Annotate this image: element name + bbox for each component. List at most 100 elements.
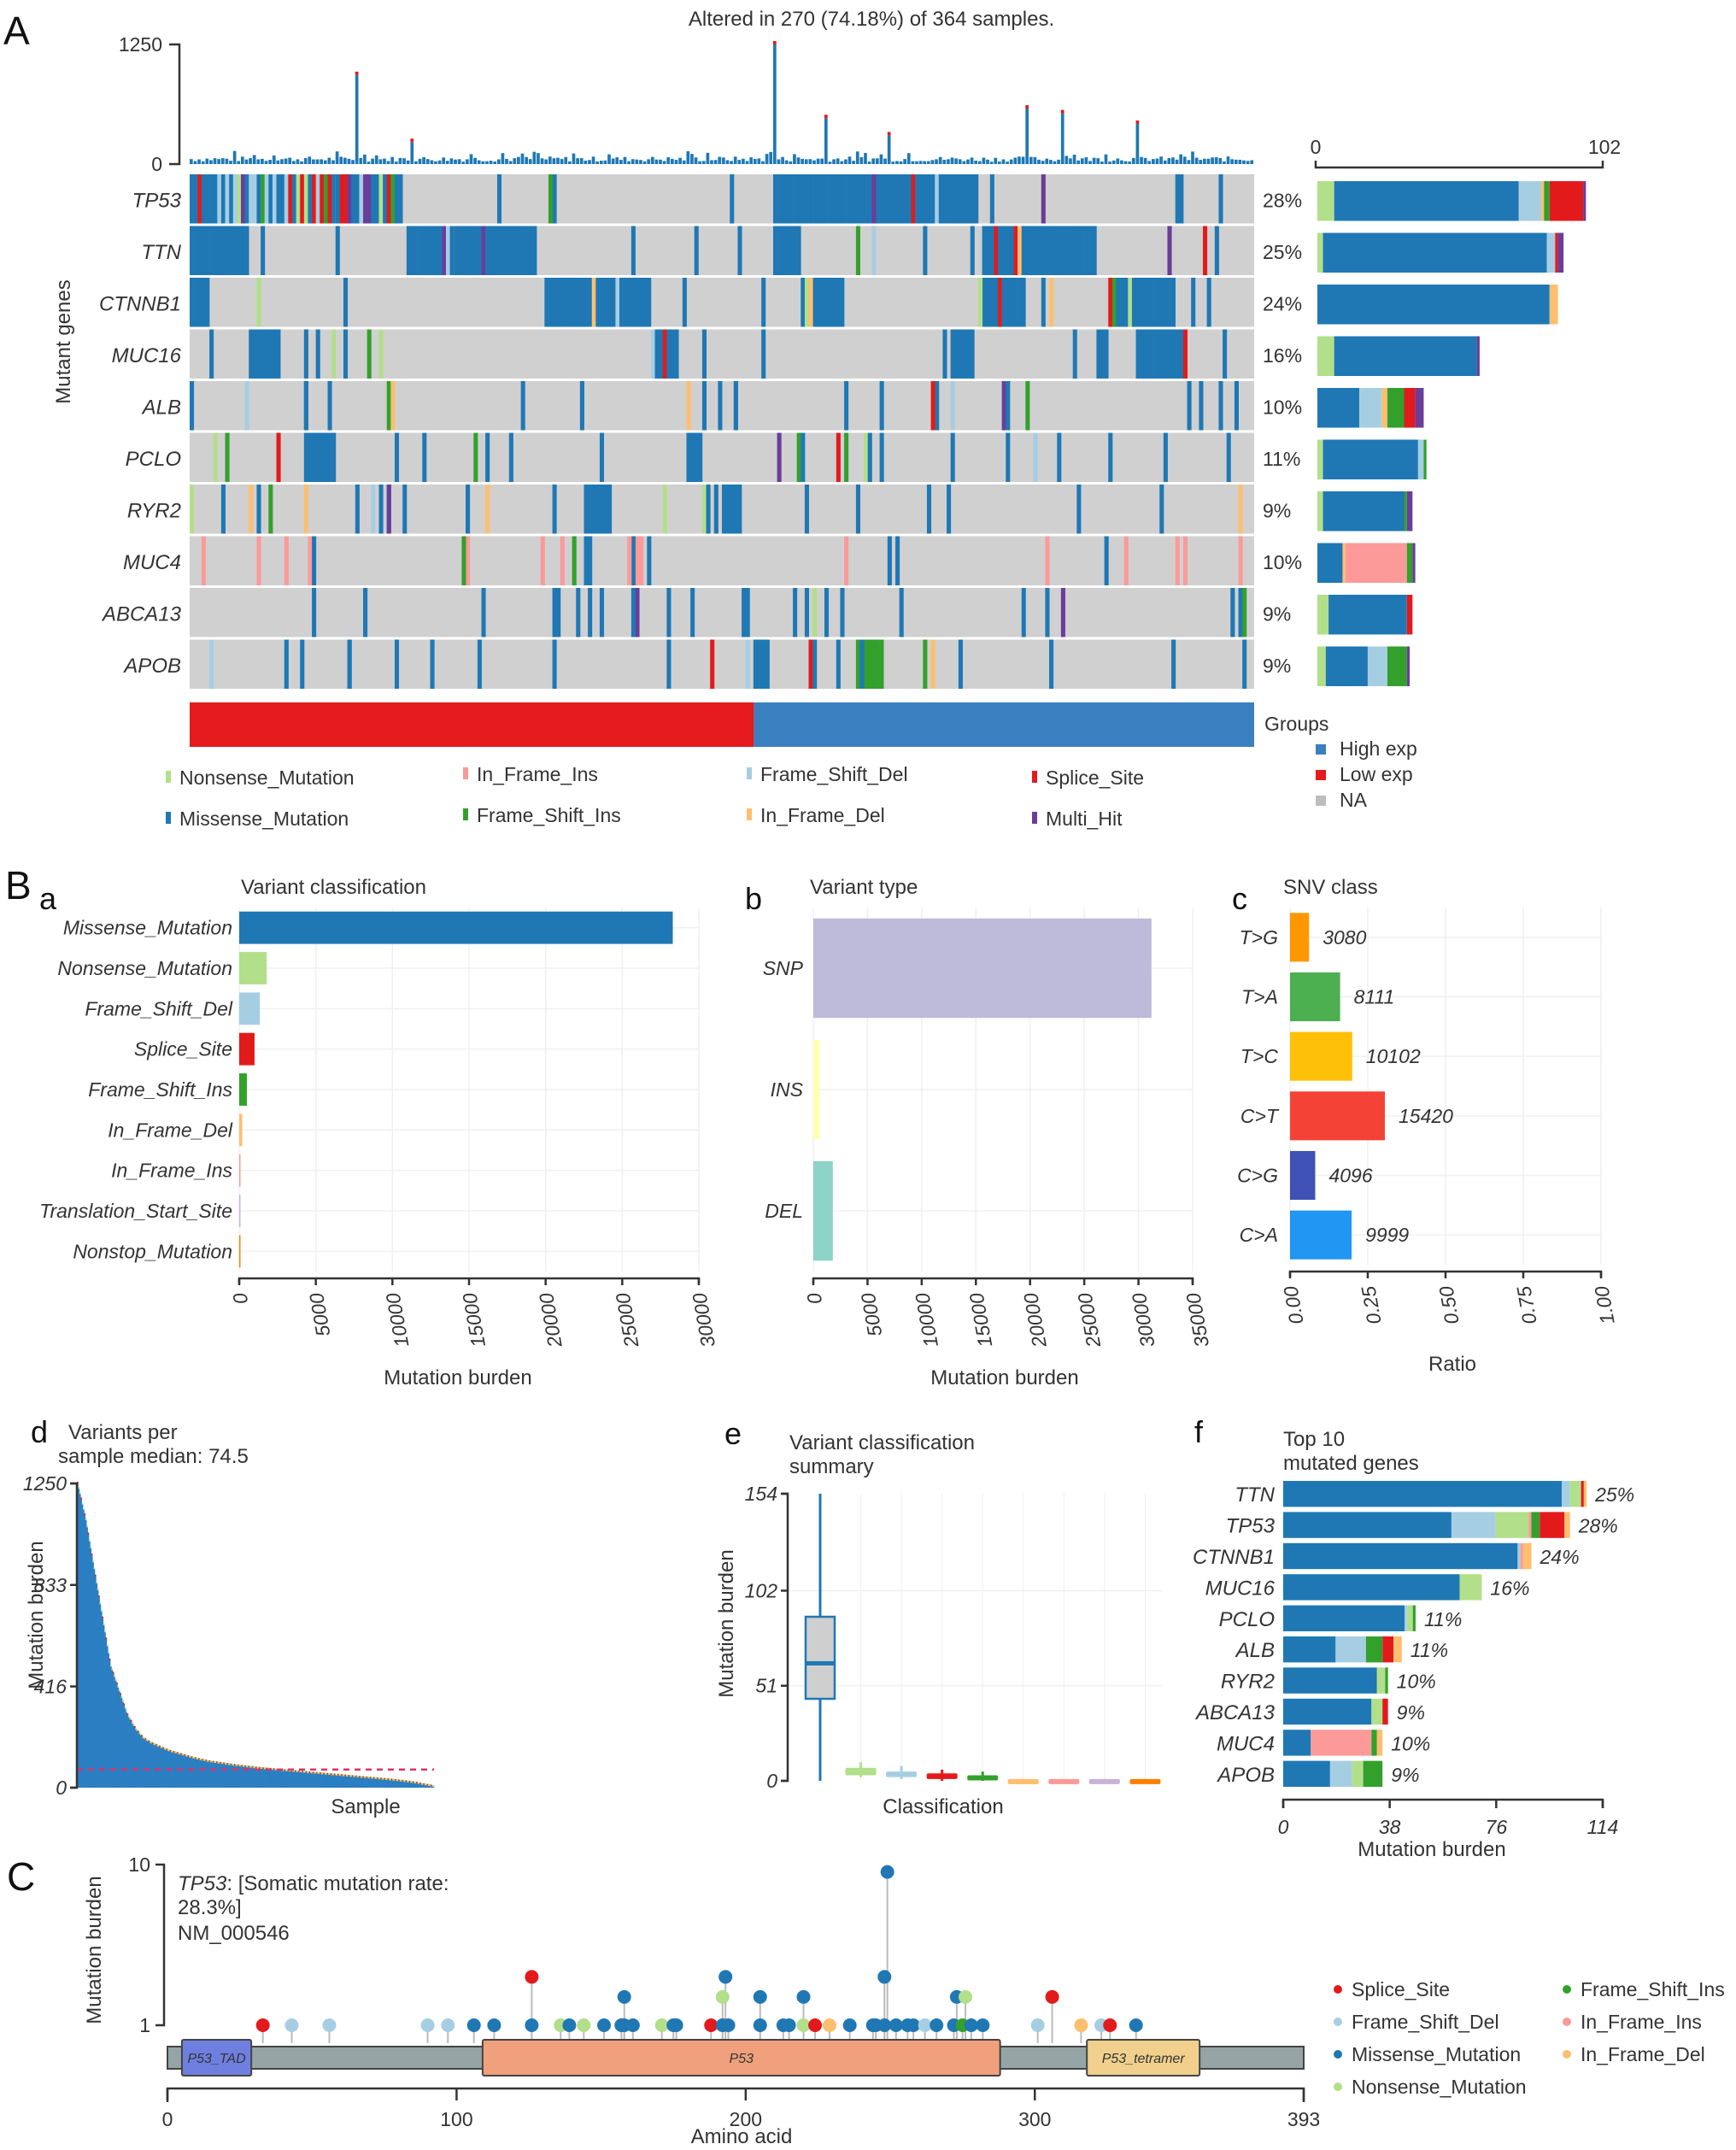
sample-bar-top <box>194 1757 196 1759</box>
mutation-cell <box>903 174 908 224</box>
mutation-cell <box>466 485 471 534</box>
lollipop-head-missense-mutation <box>718 1970 733 1984</box>
sample-bar-top <box>177 1752 179 1754</box>
mutation-cell <box>445 226 450 275</box>
sample-bar <box>296 1771 299 1788</box>
sample-bar <box>345 1776 348 1788</box>
tmb-bar <box>434 161 437 164</box>
tmb-bar <box>650 156 654 164</box>
mutation-cell <box>261 174 265 224</box>
sample-bar <box>88 1541 91 1788</box>
tmb-bar <box>1143 157 1147 164</box>
tmb-bar <box>454 159 457 164</box>
sample-bar-top <box>114 1678 117 1681</box>
tmb-bar <box>871 158 876 164</box>
mutation-cell <box>1006 381 1011 431</box>
sample-bar-top <box>193 1757 196 1759</box>
sample-bar <box>431 1786 434 1788</box>
sample-bar-top <box>330 1773 332 1776</box>
mutation-cell <box>528 226 533 275</box>
mutation-cell <box>505 226 510 275</box>
bar-segment-in-frame-del <box>1342 543 1346 583</box>
tmb-bar <box>761 161 765 164</box>
tmb-bar <box>584 160 588 164</box>
tmb-bar <box>1033 156 1037 164</box>
top10-genes-chart: f Top 10 mutated genes Mutation burden T… <box>1193 1414 1634 1861</box>
sample-bar-top <box>345 1774 348 1777</box>
mutation-cell <box>303 485 308 534</box>
percent-label-tp53: 28% <box>1263 189 1302 211</box>
bar-segment-nonsense-mutation <box>1317 491 1323 532</box>
variants-per-sample-chart: d Variants per sample median: 74.5 Sampl… <box>23 1414 435 1818</box>
mutation-cell <box>414 226 419 275</box>
mutation-cell <box>1108 278 1113 327</box>
mutation-cell <box>994 226 999 275</box>
tmb-bar <box>473 157 477 164</box>
sample-bar <box>217 1763 220 1788</box>
mutation-cell <box>386 174 391 224</box>
sample-bar-top <box>218 1761 220 1764</box>
bar-segment-multi-hit <box>1406 491 1413 532</box>
mutation-cell <box>276 174 281 224</box>
tmb-bar <box>532 151 537 164</box>
tmb-bar <box>930 160 935 164</box>
mutation-cell <box>1021 278 1026 327</box>
tmb-bar <box>812 160 816 164</box>
tmb-bar <box>883 158 887 164</box>
lollipop-head-nonsense-mutation <box>796 2018 811 2032</box>
tmb-bar <box>1072 154 1076 164</box>
mutation-cell <box>930 381 935 431</box>
row-background <box>190 278 1254 327</box>
sample-bar <box>153 1744 155 1788</box>
lollipop-head-frame-shift-del <box>284 2018 299 2032</box>
tmb-bar <box>1182 156 1187 164</box>
tmb-bar <box>742 158 745 164</box>
tmb-bar <box>410 142 414 164</box>
oncoplot-row-tp53 <box>190 174 1254 224</box>
percent-label-abca13: 9% <box>1263 602 1291 625</box>
gene-burden-bar-ryr2 <box>1317 491 1413 532</box>
sample-bar <box>85 1520 87 1788</box>
tmb-bar <box>599 161 603 164</box>
gene-burden-bar-alb <box>1317 388 1424 428</box>
sample-bar-top <box>87 1532 90 1535</box>
sample-bar-top <box>420 1783 423 1785</box>
sample-bar-top <box>216 1761 218 1764</box>
sample-bar-top <box>372 1777 375 1779</box>
tmb-bar <box>789 161 793 164</box>
sample-bar <box>386 1779 389 1788</box>
tmb-bar <box>1018 156 1021 164</box>
tmb-bar <box>615 157 619 164</box>
sample-bar <box>241 1766 243 1788</box>
tmb-bar <box>335 151 339 164</box>
sample-bar <box>280 1771 283 1788</box>
gene-label-tp53: TP53 <box>132 189 182 212</box>
gene-label-ctnnb1: CTNNB1 <box>1193 1546 1275 1569</box>
sample-bar <box>96 1583 98 1788</box>
sample-bar <box>132 1725 135 1788</box>
category-label: Nonsense_Mutation <box>57 957 232 979</box>
mutation-cell <box>855 226 860 275</box>
sample-bar <box>106 1646 108 1788</box>
mutation-cell <box>209 226 214 275</box>
bar-segment-missense-mutation <box>1323 232 1547 273</box>
tmb-bar-top <box>772 41 777 44</box>
mutation-cell <box>998 226 1002 275</box>
sample-bar <box>423 1784 425 1788</box>
sample-bar <box>260 1768 262 1788</box>
sample-bar-top <box>165 1748 167 1750</box>
y-tick-label: 10 <box>128 1853 150 1876</box>
sample-bar-top <box>383 1777 384 1780</box>
sample-bar-top <box>214 1761 217 1764</box>
lollipop-head-missense-mutation <box>597 2018 612 2032</box>
mutation-cell <box>725 485 730 534</box>
mutation-cell <box>1140 278 1145 327</box>
x-tick-label: 15000 <box>965 1291 997 1349</box>
chart-title-line2: mutated genes <box>1283 1452 1419 1475</box>
sample-bar <box>336 1775 338 1788</box>
sample-bar <box>179 1754 181 1788</box>
mutation-cell <box>552 174 557 224</box>
y-axis-line <box>70 1482 79 1789</box>
mutation-cell <box>351 174 356 224</box>
